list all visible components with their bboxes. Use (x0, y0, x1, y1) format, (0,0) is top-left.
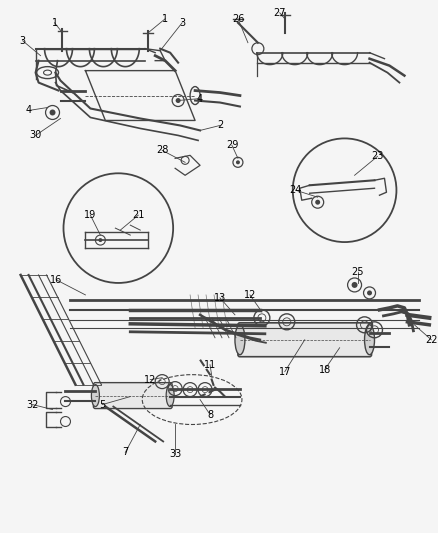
Circle shape (314, 200, 319, 205)
Text: 11: 11 (203, 360, 215, 370)
Ellipse shape (364, 325, 374, 355)
Text: 33: 33 (169, 449, 181, 459)
Text: 3: 3 (179, 18, 185, 28)
Circle shape (98, 238, 102, 242)
Text: 1: 1 (162, 14, 168, 24)
Text: 18: 18 (318, 365, 330, 375)
Text: 29: 29 (225, 140, 237, 150)
FancyBboxPatch shape (237, 323, 371, 357)
Text: 4: 4 (197, 93, 203, 103)
Circle shape (49, 109, 55, 116)
Text: 24: 24 (289, 185, 301, 195)
Text: 32: 32 (26, 400, 39, 409)
Text: 4: 4 (25, 106, 32, 116)
Ellipse shape (166, 385, 174, 407)
Text: 8: 8 (206, 409, 212, 419)
Ellipse shape (234, 325, 244, 355)
Text: 2: 2 (216, 120, 223, 131)
Text: 5: 5 (99, 400, 105, 409)
Text: 22: 22 (424, 335, 437, 345)
Text: 25: 25 (350, 267, 363, 277)
FancyBboxPatch shape (93, 383, 172, 409)
Text: 21: 21 (132, 210, 144, 220)
Text: 12: 12 (144, 375, 156, 385)
Text: 26: 26 (231, 14, 244, 24)
Text: 1: 1 (51, 18, 57, 28)
Text: 30: 30 (29, 131, 42, 140)
Text: 19: 19 (84, 210, 96, 220)
Text: 16: 16 (50, 275, 63, 285)
Circle shape (235, 160, 240, 164)
Ellipse shape (91, 385, 99, 407)
Circle shape (366, 290, 371, 295)
Text: 3: 3 (20, 36, 26, 46)
Text: 13: 13 (213, 293, 226, 303)
Text: 28: 28 (155, 146, 168, 155)
Text: 23: 23 (371, 151, 383, 161)
Circle shape (351, 282, 357, 288)
Text: 12: 12 (243, 290, 255, 300)
Text: 7: 7 (122, 447, 128, 457)
Text: 27: 27 (273, 8, 286, 18)
Circle shape (175, 98, 180, 103)
Text: 17: 17 (278, 367, 290, 377)
